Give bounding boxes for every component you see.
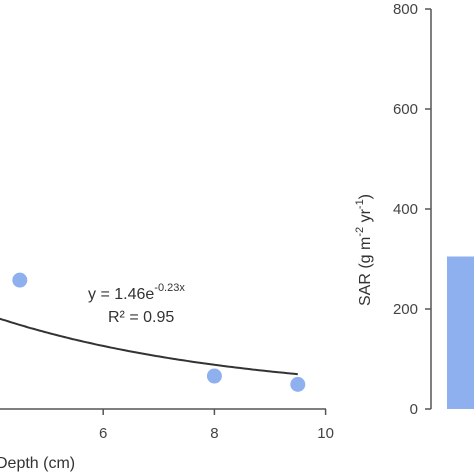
fit-r-squared: R² = 0.95 xyxy=(108,309,174,326)
fit-equation-exponent: -0.23x xyxy=(154,282,185,294)
y-tick-label: 600 xyxy=(393,101,418,118)
data-point xyxy=(206,368,222,384)
scatter-points xyxy=(12,272,306,392)
x-tick-label: 8 xyxy=(210,425,218,442)
y-tick-label: 0 xyxy=(410,401,418,418)
scatter-x-ticks: 6 8 10 xyxy=(99,409,334,442)
scatter-x-axis-label: Depth (cm) xyxy=(0,455,75,472)
fit-equation: y = 1.46e-0.23x xyxy=(88,282,185,303)
sar-bar xyxy=(447,256,474,409)
data-point xyxy=(290,376,306,392)
y-tick-label: 400 xyxy=(393,201,418,218)
bar-panel: 0 200 400 600 800 SAR (g m-2 yr-1) xyxy=(354,1,474,418)
x-tick-label: 6 xyxy=(99,425,107,442)
scatter-panel: 6 8 10 y = 1.46e-0.23x R² = 0.95 Depth (cm… xyxy=(0,272,334,472)
data-point xyxy=(12,272,28,288)
bar-y-ticks: 0 200 400 600 800 xyxy=(393,1,431,418)
fit-equation-base: y = 1.46e xyxy=(88,286,154,303)
y-tick-label: 200 xyxy=(393,301,418,318)
x-tick-label: 10 xyxy=(317,425,334,442)
bar-y-axis-label: SAR (g m-2 yr-1) xyxy=(354,194,374,306)
fit-curve xyxy=(0,317,298,376)
y-tick-label: 800 xyxy=(393,1,418,18)
